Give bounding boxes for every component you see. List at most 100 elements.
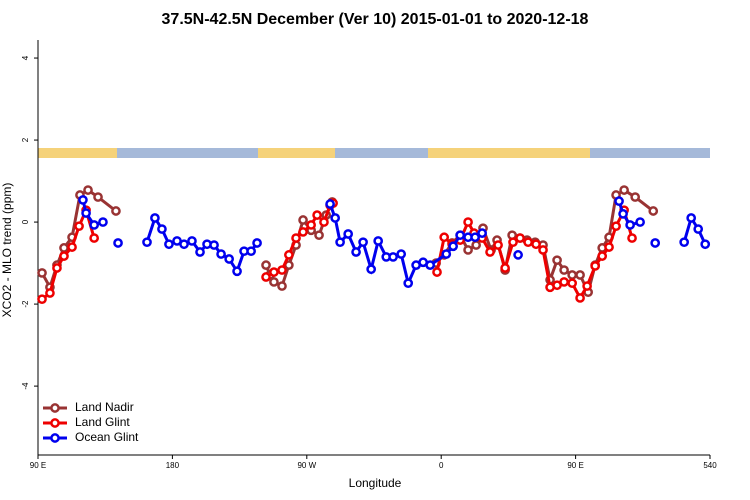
point bbox=[325, 199, 335, 209]
point bbox=[441, 249, 452, 259]
point bbox=[298, 227, 308, 237]
point bbox=[366, 264, 377, 275]
point bbox=[455, 230, 466, 241]
point bbox=[187, 236, 197, 246]
point bbox=[98, 217, 108, 227]
point bbox=[485, 247, 495, 257]
point bbox=[179, 239, 189, 250]
point bbox=[693, 224, 704, 234]
point bbox=[81, 208, 91, 218]
point bbox=[45, 288, 55, 298]
point bbox=[582, 281, 592, 291]
point bbox=[575, 270, 585, 280]
point bbox=[650, 238, 661, 248]
point bbox=[343, 229, 354, 239]
point bbox=[150, 213, 160, 223]
x-axis-label: Longitude bbox=[349, 476, 402, 490]
x-tick-label: 180 bbox=[166, 461, 180, 470]
point bbox=[37, 294, 47, 305]
point bbox=[113, 238, 123, 248]
point bbox=[37, 268, 47, 278]
point bbox=[614, 196, 624, 207]
point bbox=[513, 250, 523, 260]
legend-marker bbox=[50, 433, 60, 443]
point bbox=[686, 213, 697, 223]
point bbox=[89, 233, 99, 243]
point bbox=[538, 245, 548, 255]
point bbox=[552, 255, 562, 266]
point bbox=[224, 254, 234, 264]
point bbox=[396, 249, 407, 259]
y-axis-label: XCO2 - MLO trend (ppm) bbox=[0, 183, 14, 318]
point bbox=[59, 251, 69, 261]
point bbox=[515, 233, 525, 243]
point bbox=[439, 232, 450, 243]
point bbox=[232, 266, 242, 277]
point bbox=[477, 228, 487, 238]
point bbox=[216, 249, 226, 259]
y-tick-label: 0 bbox=[21, 219, 30, 224]
point bbox=[471, 240, 481, 250]
point bbox=[630, 192, 641, 202]
y-tick-label: 2 bbox=[21, 137, 30, 142]
legend-label: Land Nadir bbox=[75, 400, 134, 414]
chart-title: 37.5N-42.5N December (Ver 10) 2015-01-01… bbox=[162, 11, 589, 28]
point bbox=[291, 233, 301, 243]
point bbox=[52, 263, 62, 273]
point bbox=[590, 261, 601, 271]
legend-label: Ocean Glint bbox=[75, 430, 139, 444]
point bbox=[604, 242, 614, 252]
point bbox=[432, 267, 442, 277]
point bbox=[269, 267, 279, 277]
point bbox=[635, 217, 645, 227]
point bbox=[531, 239, 541, 250]
map-strip bbox=[38, 148, 710, 158]
point bbox=[567, 270, 578, 280]
point bbox=[388, 252, 398, 262]
y-tick-label: -4 bbox=[21, 382, 30, 390]
point bbox=[618, 209, 628, 219]
legend-label: Land Glint bbox=[75, 415, 130, 429]
point bbox=[508, 237, 518, 248]
point bbox=[448, 241, 458, 252]
x-tick-label: 90 E bbox=[30, 461, 46, 470]
point bbox=[373, 236, 384, 246]
point bbox=[425, 260, 435, 270]
legend-marker bbox=[50, 403, 60, 413]
point bbox=[59, 243, 69, 253]
point bbox=[611, 221, 621, 232]
point bbox=[470, 232, 480, 243]
point bbox=[277, 265, 287, 275]
point bbox=[164, 239, 174, 250]
point bbox=[195, 247, 205, 257]
point bbox=[559, 265, 569, 275]
point bbox=[67, 242, 77, 252]
point bbox=[619, 185, 629, 195]
point bbox=[261, 260, 271, 270]
point bbox=[500, 263, 510, 273]
y-tick-label: -2 bbox=[21, 300, 30, 308]
point bbox=[74, 221, 84, 232]
point bbox=[493, 240, 503, 250]
point bbox=[157, 224, 167, 234]
point bbox=[277, 281, 287, 291]
point bbox=[700, 239, 711, 250]
point bbox=[330, 213, 341, 223]
point bbox=[351, 247, 361, 257]
point bbox=[319, 217, 329, 227]
point bbox=[306, 220, 316, 230]
series-line bbox=[40, 188, 655, 297]
point bbox=[83, 185, 93, 195]
point bbox=[627, 233, 637, 243]
point bbox=[209, 240, 219, 250]
point bbox=[523, 237, 533, 248]
point bbox=[111, 206, 121, 216]
point bbox=[335, 237, 345, 248]
point bbox=[261, 272, 271, 282]
point bbox=[252, 238, 262, 248]
point bbox=[625, 220, 635, 230]
point bbox=[78, 195, 88, 205]
point bbox=[597, 251, 608, 261]
point bbox=[269, 277, 279, 287]
